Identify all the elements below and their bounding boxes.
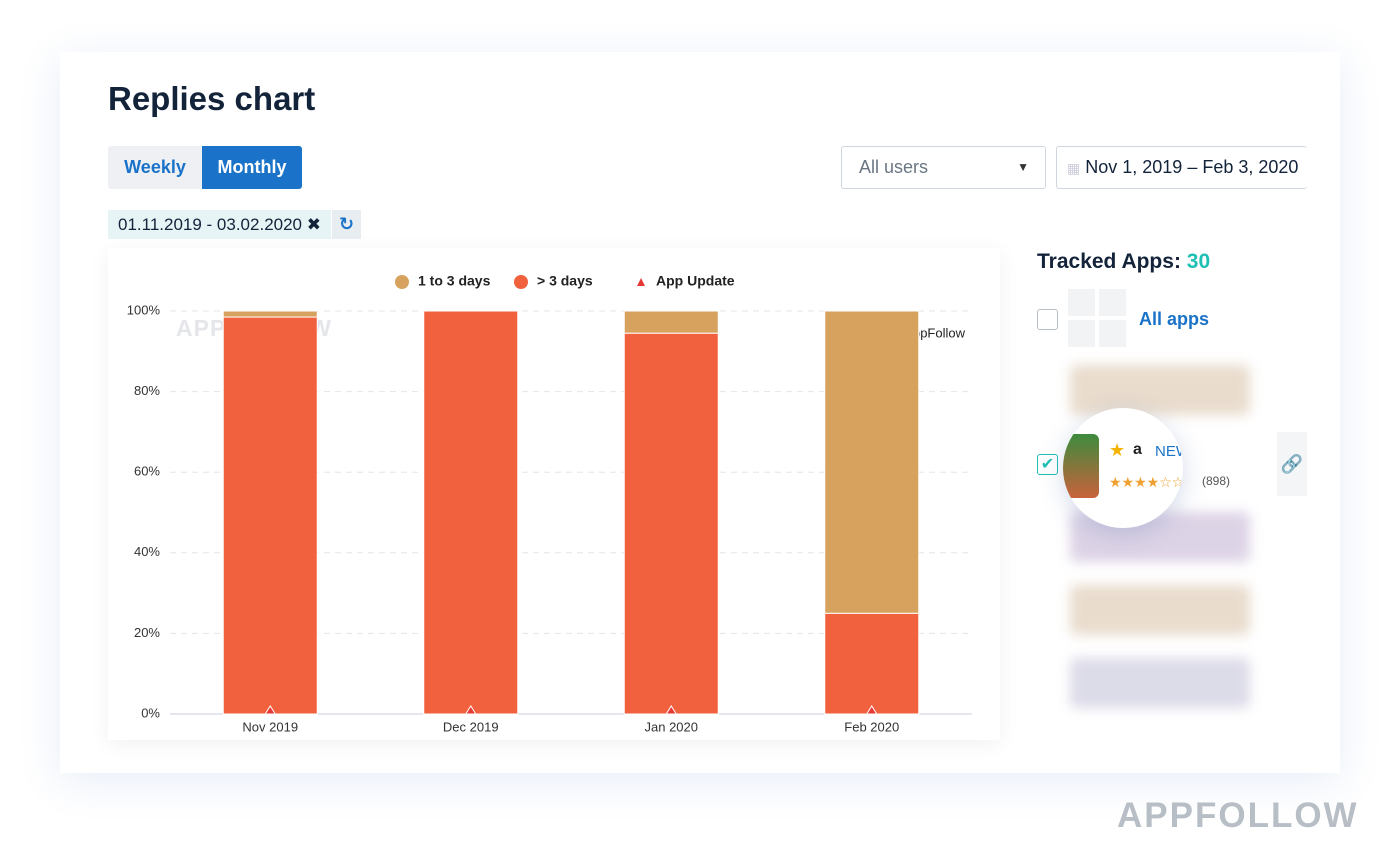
- date-label: Nov 1, 2019 – Feb 3, 2020: [1085, 157, 1299, 177]
- chart: APPFOLLOW © 2020 AppFollow 0%20%40%60%80…: [108, 248, 1000, 740]
- app-icon: [1063, 434, 1099, 498]
- all-apps-link[interactable]: All apps: [1139, 309, 1210, 329]
- magnifier: ★ a NEW SLO... ★★★★☆☆: [1063, 408, 1183, 528]
- blurred-row: [1070, 365, 1250, 415]
- tracked-label: Tracked Apps:: [1037, 250, 1181, 273]
- tracked-count: 30: [1186, 250, 1211, 273]
- monthly-button[interactable]: Monthly: [202, 146, 302, 189]
- x-tick-label: Feb 2020: [844, 719, 899, 734]
- update-marker: [865, 705, 878, 715]
- update-marker: [665, 705, 678, 715]
- bar-segment: [423, 310, 519, 715]
- x-tick-label: Dec 2019: [443, 719, 499, 734]
- bar-segment: [824, 310, 920, 614]
- update-marker: [464, 705, 477, 715]
- store-icon: a: [1133, 441, 1142, 458]
- legend-label: > 3 days: [537, 273, 593, 289]
- chip-label: 01.11.2019 - 03.02.2020: [118, 215, 303, 234]
- legend-label: App Update: [656, 273, 735, 289]
- bar-segment: [623, 310, 719, 334]
- blurred-row: [1070, 585, 1250, 635]
- date-chip: 01.11.2019 - 03.02.2020 ✖: [108, 210, 331, 239]
- date-select[interactable]: ▦ Nov 1, 2019 – Feb 3, 2020: [1056, 146, 1307, 189]
- bar-segment: [222, 316, 318, 715]
- weekly-button[interactable]: Weekly: [108, 146, 202, 189]
- page-title: Replies chart: [108, 80, 316, 117]
- review-count: (898): [1202, 474, 1231, 488]
- app-name[interactable]: NEW SLO...: [1155, 443, 1183, 460]
- legend-swatch: [637, 278, 645, 286]
- bar-segment: [222, 310, 318, 318]
- users-select[interactable]: All users ▼: [841, 146, 1046, 189]
- legend-swatch: [514, 275, 528, 289]
- x-tick-label: Jan 2020: [645, 719, 699, 734]
- bar-segment: [824, 612, 920, 715]
- bar-segment: [623, 332, 719, 715]
- refresh-button[interactable]: ↻: [332, 210, 361, 239]
- caret: ▼: [1017, 160, 1029, 174]
- chip-close[interactable]: ✖: [306, 215, 321, 234]
- y-tick-label: 40%: [134, 544, 160, 559]
- brand-logo: APPFOLLOW: [1117, 796, 1359, 835]
- y-tick-label: 0%: [141, 705, 160, 720]
- y-tick-label: 80%: [134, 383, 160, 398]
- y-tick-label: 60%: [134, 464, 160, 479]
- tracked-title: Tracked Apps: 30: [1037, 250, 1210, 274]
- calendar-icon: ▦: [1067, 160, 1081, 176]
- legend-swatch: [395, 275, 409, 289]
- checkbox[interactable]: [1037, 309, 1058, 330]
- star-icon: ★: [1109, 440, 1126, 460]
- y-tick-label: 100%: [127, 302, 161, 317]
- users-label: All users: [859, 157, 929, 177]
- x-tick-label: Nov 2019: [242, 719, 298, 734]
- update-marker: [264, 705, 277, 715]
- link-button[interactable]: 🔗: [1277, 432, 1307, 496]
- rating-stars: ★★★★☆☆: [1109, 474, 1183, 490]
- y-tick-label: 20%: [134, 625, 160, 640]
- all-apps-icon: [1068, 289, 1126, 347]
- checkbox-checked[interactable]: ✔: [1037, 454, 1058, 475]
- blurred-row: [1070, 658, 1250, 708]
- legend-label: 1 to 3 days: [418, 273, 491, 289]
